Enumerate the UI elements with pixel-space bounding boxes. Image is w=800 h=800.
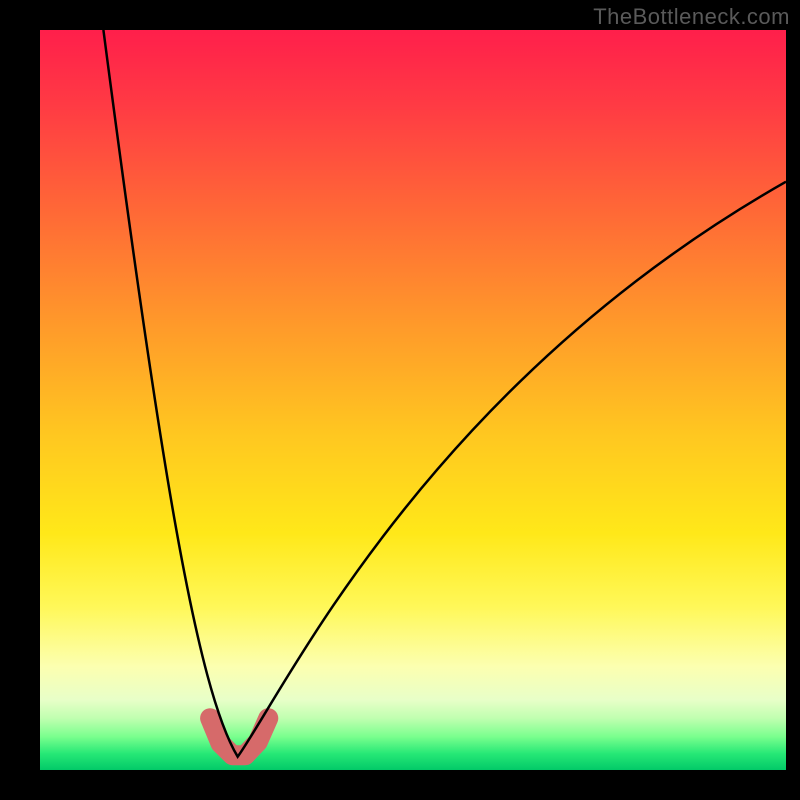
chart-svg — [0, 0, 800, 800]
plot-background — [40, 30, 786, 770]
chart-container: TheBottleneck.com — [0, 0, 800, 800]
watermark-text: TheBottleneck.com — [593, 4, 790, 30]
